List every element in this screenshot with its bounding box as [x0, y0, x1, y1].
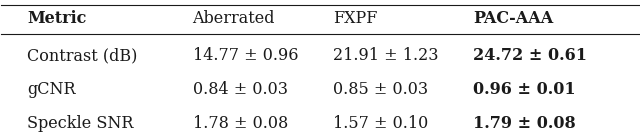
Text: PAC-AAA: PAC-AAA	[473, 10, 553, 27]
Text: 1.57 ± 0.10: 1.57 ± 0.10	[333, 115, 428, 132]
Text: gCNR: gCNR	[27, 81, 76, 98]
Text: Metric: Metric	[27, 10, 86, 27]
Text: Contrast (dB): Contrast (dB)	[27, 47, 137, 64]
Text: FXPF: FXPF	[333, 10, 377, 27]
Text: 1.78 ± 0.08: 1.78 ± 0.08	[193, 115, 288, 132]
Text: 0.84 ± 0.03: 0.84 ± 0.03	[193, 81, 287, 98]
Text: 21.91 ± 1.23: 21.91 ± 1.23	[333, 47, 438, 64]
Text: 0.96 ± 0.01: 0.96 ± 0.01	[473, 81, 575, 98]
Text: 24.72 ± 0.61: 24.72 ± 0.61	[473, 47, 587, 64]
Text: 14.77 ± 0.96: 14.77 ± 0.96	[193, 47, 298, 64]
Text: Aberrated: Aberrated	[193, 10, 275, 27]
Text: 0.85 ± 0.03: 0.85 ± 0.03	[333, 81, 428, 98]
Text: Speckle SNR: Speckle SNR	[27, 115, 133, 132]
Text: 1.79 ± 0.08: 1.79 ± 0.08	[473, 115, 576, 132]
